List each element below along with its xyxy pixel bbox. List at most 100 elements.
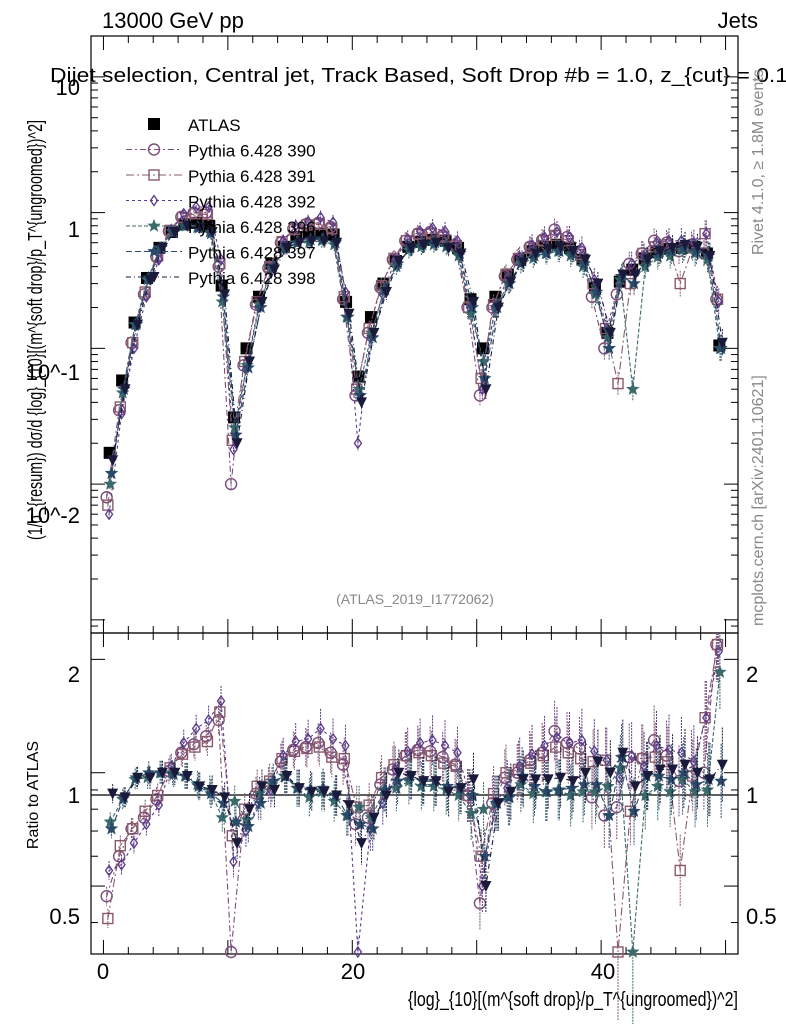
data-point bbox=[542, 243, 554, 255]
data-point bbox=[642, 254, 654, 266]
ratio-point bbox=[107, 788, 119, 800]
data-point bbox=[517, 257, 529, 269]
ratio-point bbox=[311, 736, 325, 750]
ratio-point bbox=[266, 773, 280, 787]
ratio-point bbox=[288, 745, 301, 757]
y-tick-label: 10^-2 bbox=[26, 503, 80, 528]
data-point bbox=[181, 220, 193, 232]
ratio-point bbox=[293, 783, 305, 795]
energy-label: 13000 GeV pp bbox=[102, 8, 244, 33]
data-point bbox=[552, 225, 562, 239]
ratio-point bbox=[216, 694, 226, 708]
ratio-point bbox=[477, 849, 492, 863]
legend-marker bbox=[147, 218, 161, 232]
data-point bbox=[689, 236, 699, 249]
data-point bbox=[465, 300, 480, 314]
ratio-point bbox=[555, 772, 567, 784]
ratio-tick-label-right: 2 bbox=[746, 662, 758, 687]
legend-marker bbox=[149, 194, 159, 207]
ratio-point bbox=[677, 765, 691, 779]
ratio-point bbox=[440, 739, 450, 752]
ratio-point bbox=[588, 784, 603, 798]
ratio-point bbox=[231, 838, 243, 850]
x-tick-labels: 0 20 40 bbox=[97, 959, 615, 984]
ratio-point bbox=[576, 784, 590, 798]
data-point bbox=[229, 443, 238, 456]
ratio-y-tick-labels: 2 1 0.5 2 1 0.5 bbox=[49, 662, 776, 929]
x-tick-label: 0 bbox=[97, 959, 109, 984]
data-point bbox=[206, 226, 218, 238]
legend-label: Pythia 6.428 396 bbox=[188, 218, 316, 237]
ratio-point bbox=[700, 782, 715, 796]
legend-label: Pythia 6.428 391 bbox=[188, 167, 316, 186]
data-point bbox=[592, 278, 604, 290]
data-point bbox=[119, 384, 131, 396]
series-line bbox=[109, 225, 721, 485]
ratio-point bbox=[443, 786, 455, 798]
data-point bbox=[191, 200, 201, 214]
ratio-point bbox=[241, 819, 256, 833]
ratio-point bbox=[577, 734, 587, 747]
series-line bbox=[112, 225, 723, 461]
ratio-point bbox=[418, 776, 430, 788]
ratio-point bbox=[313, 741, 326, 753]
data-point bbox=[702, 227, 711, 240]
main-y-tick-labels: 10 1 10^-1 10^-2 bbox=[26, 75, 80, 528]
ratio-point bbox=[326, 751, 338, 763]
ratio-point bbox=[229, 814, 243, 828]
legend-label: ATLAS bbox=[188, 116, 241, 135]
data-point bbox=[303, 215, 313, 228]
ratio-point bbox=[677, 746, 686, 759]
ratio-tick-label-right: 1 bbox=[746, 783, 758, 808]
data-point bbox=[204, 200, 213, 214]
data-point bbox=[132, 319, 144, 331]
data-point bbox=[577, 241, 587, 254]
ratio-point bbox=[526, 786, 541, 800]
ratio-point bbox=[151, 789, 164, 802]
ratio-point bbox=[502, 790, 517, 804]
data-point bbox=[318, 235, 330, 247]
legend-marker bbox=[148, 272, 160, 283]
data-point bbox=[405, 242, 417, 254]
data-point bbox=[301, 219, 313, 231]
data-point bbox=[505, 276, 517, 288]
legend-marker bbox=[148, 118, 160, 130]
ratio-point bbox=[291, 735, 300, 748]
ratio-point bbox=[144, 772, 156, 784]
ratio-point bbox=[540, 739, 549, 752]
ratio-point bbox=[552, 782, 567, 796]
ratio-point bbox=[604, 767, 616, 779]
data-point bbox=[629, 269, 641, 281]
ratio-point bbox=[577, 777, 592, 791]
ratio-point bbox=[254, 796, 268, 809]
ratio-point bbox=[563, 788, 578, 802]
ratio-series-pythia-6-428-396 bbox=[103, 634, 727, 1029]
ratio-point bbox=[194, 781, 206, 793]
data-point bbox=[117, 407, 126, 420]
data-point bbox=[548, 223, 561, 236]
ratio-point bbox=[278, 749, 288, 762]
ratio-point bbox=[663, 784, 677, 798]
data-point bbox=[293, 237, 305, 249]
ratio-point bbox=[436, 750, 449, 764]
ratio-point bbox=[204, 713, 213, 727]
data-point bbox=[100, 491, 113, 504]
data-point bbox=[565, 230, 574, 244]
ratio-point bbox=[542, 774, 554, 786]
ratio-point bbox=[527, 748, 537, 761]
ratio-point bbox=[652, 768, 666, 782]
ratio-point bbox=[132, 772, 144, 784]
ratio-point bbox=[341, 739, 350, 752]
ratio-point bbox=[713, 665, 727, 678]
ratio-point bbox=[117, 858, 126, 871]
main-axis-ticks bbox=[91, 35, 738, 634]
series-pythia-6-428-398 bbox=[107, 220, 728, 467]
data-point bbox=[393, 256, 405, 268]
ratio-point bbox=[318, 786, 330, 798]
ratio-point bbox=[219, 792, 231, 804]
ratio-point bbox=[476, 802, 491, 816]
ratio-point bbox=[589, 777, 604, 791]
data-point bbox=[674, 277, 686, 290]
data-point bbox=[627, 257, 636, 270]
